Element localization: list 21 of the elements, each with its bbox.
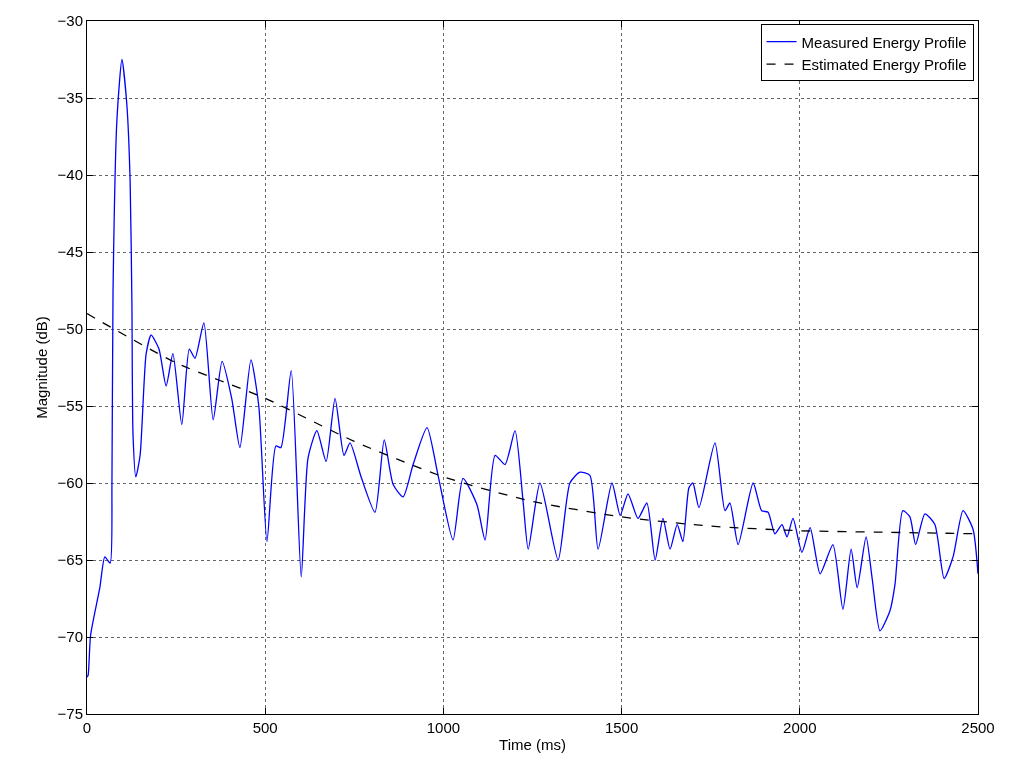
y-tick-label: −50 — [57, 320, 83, 338]
y-tick-label: −30 — [57, 12, 83, 30]
legend-label: Measured Energy Profile — [801, 33, 967, 51]
y-tick-label: −55 — [57, 397, 83, 415]
x-tick-label: 500 — [252, 719, 278, 736]
x-tick-label: 0 — [82, 719, 92, 736]
y-tick-label: −70 — [57, 628, 83, 646]
y-tick-label: −45 — [57, 243, 83, 261]
line-series — [87, 58, 978, 678]
y-axis-title: Magnitude (dB) — [32, 316, 50, 419]
x-axis-title: Time (ms) — [499, 736, 566, 753]
x-tick-label: 2500 — [961, 719, 995, 736]
y-tick-label: −75 — [57, 705, 83, 723]
x-tick-label: 2000 — [783, 719, 817, 736]
y-tick-label: −65 — [57, 551, 83, 569]
x-tick-label: 1500 — [604, 719, 639, 736]
y-tick-label: −40 — [57, 166, 83, 184]
y-tick-label: −60 — [57, 474, 83, 492]
x-tick-label: 1000 — [426, 719, 461, 736]
y-tick-label: −35 — [57, 89, 83, 107]
legend-label: Estimated Energy Profile — [801, 56, 967, 74]
